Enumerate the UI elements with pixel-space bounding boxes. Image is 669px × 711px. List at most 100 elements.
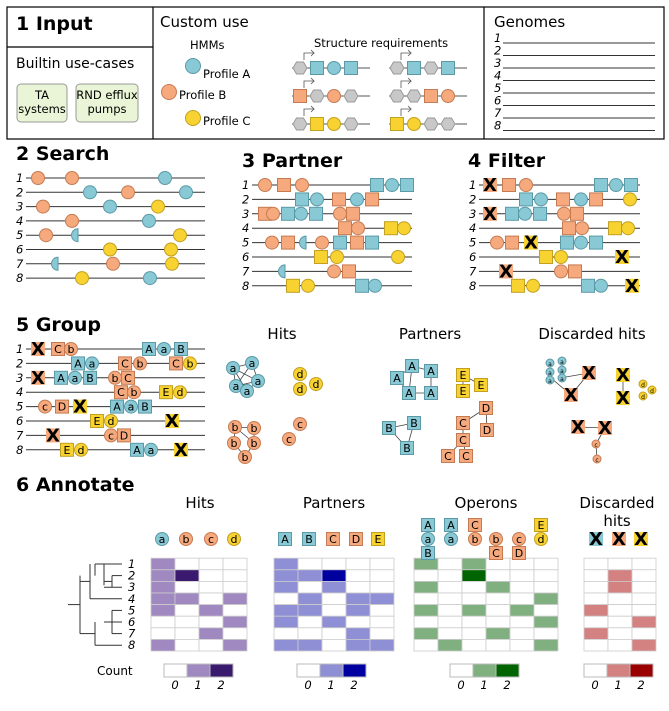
discarded-cell — [631, 615, 657, 629]
partners-cell — [369, 581, 395, 594]
gene-letter: a — [89, 357, 96, 370]
gene-circle — [351, 221, 365, 236]
operons-cell — [533, 569, 559, 582]
gene-circle — [397, 221, 411, 236]
operons-cell — [413, 639, 439, 652]
discarded-cell — [583, 592, 609, 606]
gene-hex — [440, 117, 456, 131]
operons-cell — [533, 639, 559, 652]
count-label: Count — [97, 664, 133, 678]
gene-hex — [343, 89, 359, 103]
discard-x: X — [483, 204, 497, 225]
partners-legend-cell — [342, 663, 367, 678]
partners-cell — [297, 581, 323, 594]
gene-square — [384, 221, 398, 236]
gene-letter: C — [121, 357, 129, 370]
annotate-row-number: 1 — [128, 557, 135, 571]
gene-square — [349, 532, 363, 546]
hits-legend-tick: 1 — [194, 678, 201, 692]
discarded-cell — [631, 639, 657, 652]
gene-square — [365, 192, 379, 207]
operons-cell — [413, 592, 439, 606]
discarded-legend-cell — [629, 663, 654, 678]
gene-hex — [389, 89, 405, 103]
gene-circle — [36, 199, 50, 214]
operons-cell — [533, 592, 559, 606]
annotate-row-number: 3 — [128, 580, 135, 594]
profile-b-label: Profile B — [179, 88, 226, 102]
gene-circle — [183, 356, 197, 371]
gene-square — [159, 385, 173, 400]
hits-cell — [198, 627, 224, 640]
partners-cell — [345, 569, 371, 582]
gene-square — [456, 433, 470, 447]
gene-letter: B — [177, 343, 185, 356]
partners-cell — [297, 627, 323, 640]
gene-circle — [106, 256, 120, 271]
profile-a-icon — [185, 58, 201, 74]
gene-letter: c — [42, 401, 48, 414]
mini-gene — [557, 373, 567, 383]
gene-circle — [534, 192, 548, 207]
discarded-cell — [607, 569, 633, 582]
gene-square — [560, 235, 574, 250]
discarded-cell — [583, 569, 609, 582]
gene-letter: b — [251, 422, 258, 435]
gene-letter: b — [493, 533, 500, 546]
operons-cell — [461, 615, 487, 629]
track-number: 6 — [242, 250, 249, 264]
gene-letter: B — [86, 372, 94, 385]
discarded-legend-cell — [606, 663, 631, 678]
track-number: 2 — [16, 356, 23, 370]
discard-x: X — [615, 247, 629, 268]
ann-partners-title: Partners — [303, 494, 366, 512]
gene-circle — [164, 242, 178, 257]
partners-cell — [345, 604, 371, 617]
gene-circle — [621, 221, 635, 236]
discarded-cell — [607, 604, 633, 617]
gene-letter: A — [447, 519, 455, 532]
gene-square — [121, 370, 135, 385]
partners-cell — [369, 557, 395, 571]
gene-square — [281, 235, 295, 250]
hits-cell — [198, 639, 224, 652]
mini-letter: d — [641, 394, 645, 401]
partners-cell — [273, 592, 299, 606]
search-title: 2 Search — [16, 143, 109, 165]
discarded-cell — [631, 592, 657, 606]
gene-letter: A — [405, 387, 413, 400]
operons-cell — [509, 569, 535, 582]
gene-square — [456, 368, 470, 382]
discard-x: X — [571, 417, 585, 438]
discard-x: X — [625, 276, 639, 297]
operons-cell — [533, 557, 559, 571]
operons-cell — [533, 604, 559, 617]
gene-square — [382, 421, 396, 435]
genome-number: 5 — [494, 81, 501, 95]
gene-square — [293, 89, 307, 103]
gene-letter: c — [516, 533, 522, 546]
gene-letter: d — [177, 386, 184, 399]
gene-circle — [31, 171, 45, 185]
partners-cell — [369, 615, 395, 629]
gene-square — [424, 89, 438, 103]
operons-cell — [413, 569, 439, 582]
gene-circle — [226, 361, 240, 375]
gene-square — [405, 359, 419, 373]
hits-cell — [150, 581, 176, 594]
gene-square — [400, 178, 414, 192]
operons-cell — [533, 581, 559, 594]
gene-letter: d — [78, 444, 85, 457]
discard-x: X — [31, 339, 45, 360]
gene-letter: b — [251, 437, 258, 450]
gene-square — [370, 178, 384, 192]
gene-hex — [292, 61, 308, 75]
gene-square — [83, 370, 97, 385]
operons-cell — [437, 592, 463, 606]
ann-hits-title: Hits — [185, 494, 214, 512]
gene-circle — [574, 192, 588, 207]
track-number: 5 — [469, 236, 476, 250]
gene-circle — [142, 213, 156, 228]
hits-cell — [174, 604, 200, 617]
discarded-cell — [583, 604, 609, 617]
